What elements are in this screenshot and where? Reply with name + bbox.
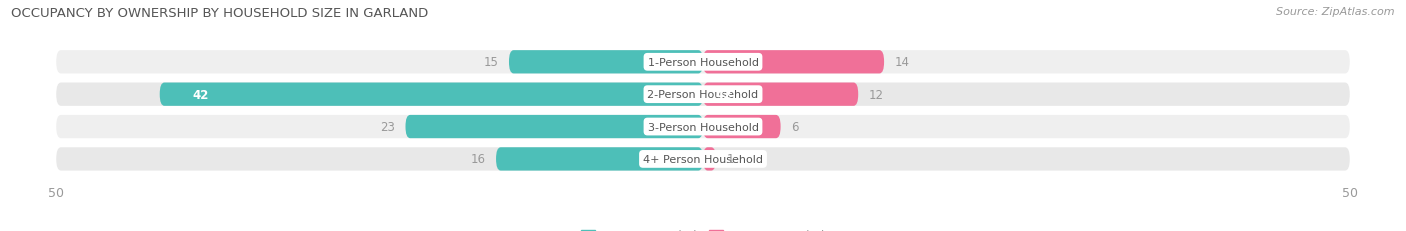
Text: 16: 16 [471, 153, 485, 166]
FancyBboxPatch shape [56, 51, 1350, 74]
FancyBboxPatch shape [405, 116, 703, 139]
FancyBboxPatch shape [703, 116, 780, 139]
Text: 15: 15 [484, 56, 499, 69]
FancyBboxPatch shape [496, 148, 703, 171]
Text: 42: 42 [193, 88, 208, 101]
FancyBboxPatch shape [160, 83, 703, 106]
Text: 2-Person Household: 2-Person Household [647, 90, 759, 100]
FancyBboxPatch shape [56, 116, 1350, 139]
FancyBboxPatch shape [703, 148, 716, 171]
Text: 14: 14 [894, 56, 910, 69]
FancyBboxPatch shape [703, 51, 884, 74]
Text: 4+ Person Household: 4+ Person Household [643, 154, 763, 164]
FancyBboxPatch shape [56, 148, 1350, 171]
FancyBboxPatch shape [703, 83, 858, 106]
Text: Source: ZipAtlas.com: Source: ZipAtlas.com [1277, 7, 1395, 17]
Legend: Owner-occupied, Renter-occupied: Owner-occupied, Renter-occupied [576, 224, 830, 231]
Text: 6: 6 [792, 121, 799, 134]
Text: OCCUPANCY BY OWNERSHIP BY HOUSEHOLD SIZE IN GARLAND: OCCUPANCY BY OWNERSHIP BY HOUSEHOLD SIZE… [11, 7, 429, 20]
Text: 12: 12 [869, 88, 883, 101]
Text: 1: 1 [727, 153, 734, 166]
Text: 1-Person Household: 1-Person Household [648, 58, 758, 67]
Text: 3-Person Household: 3-Person Household [648, 122, 758, 132]
FancyBboxPatch shape [509, 51, 703, 74]
FancyBboxPatch shape [56, 83, 1350, 106]
Text: 42: 42 [716, 88, 733, 101]
Text: 23: 23 [380, 121, 395, 134]
